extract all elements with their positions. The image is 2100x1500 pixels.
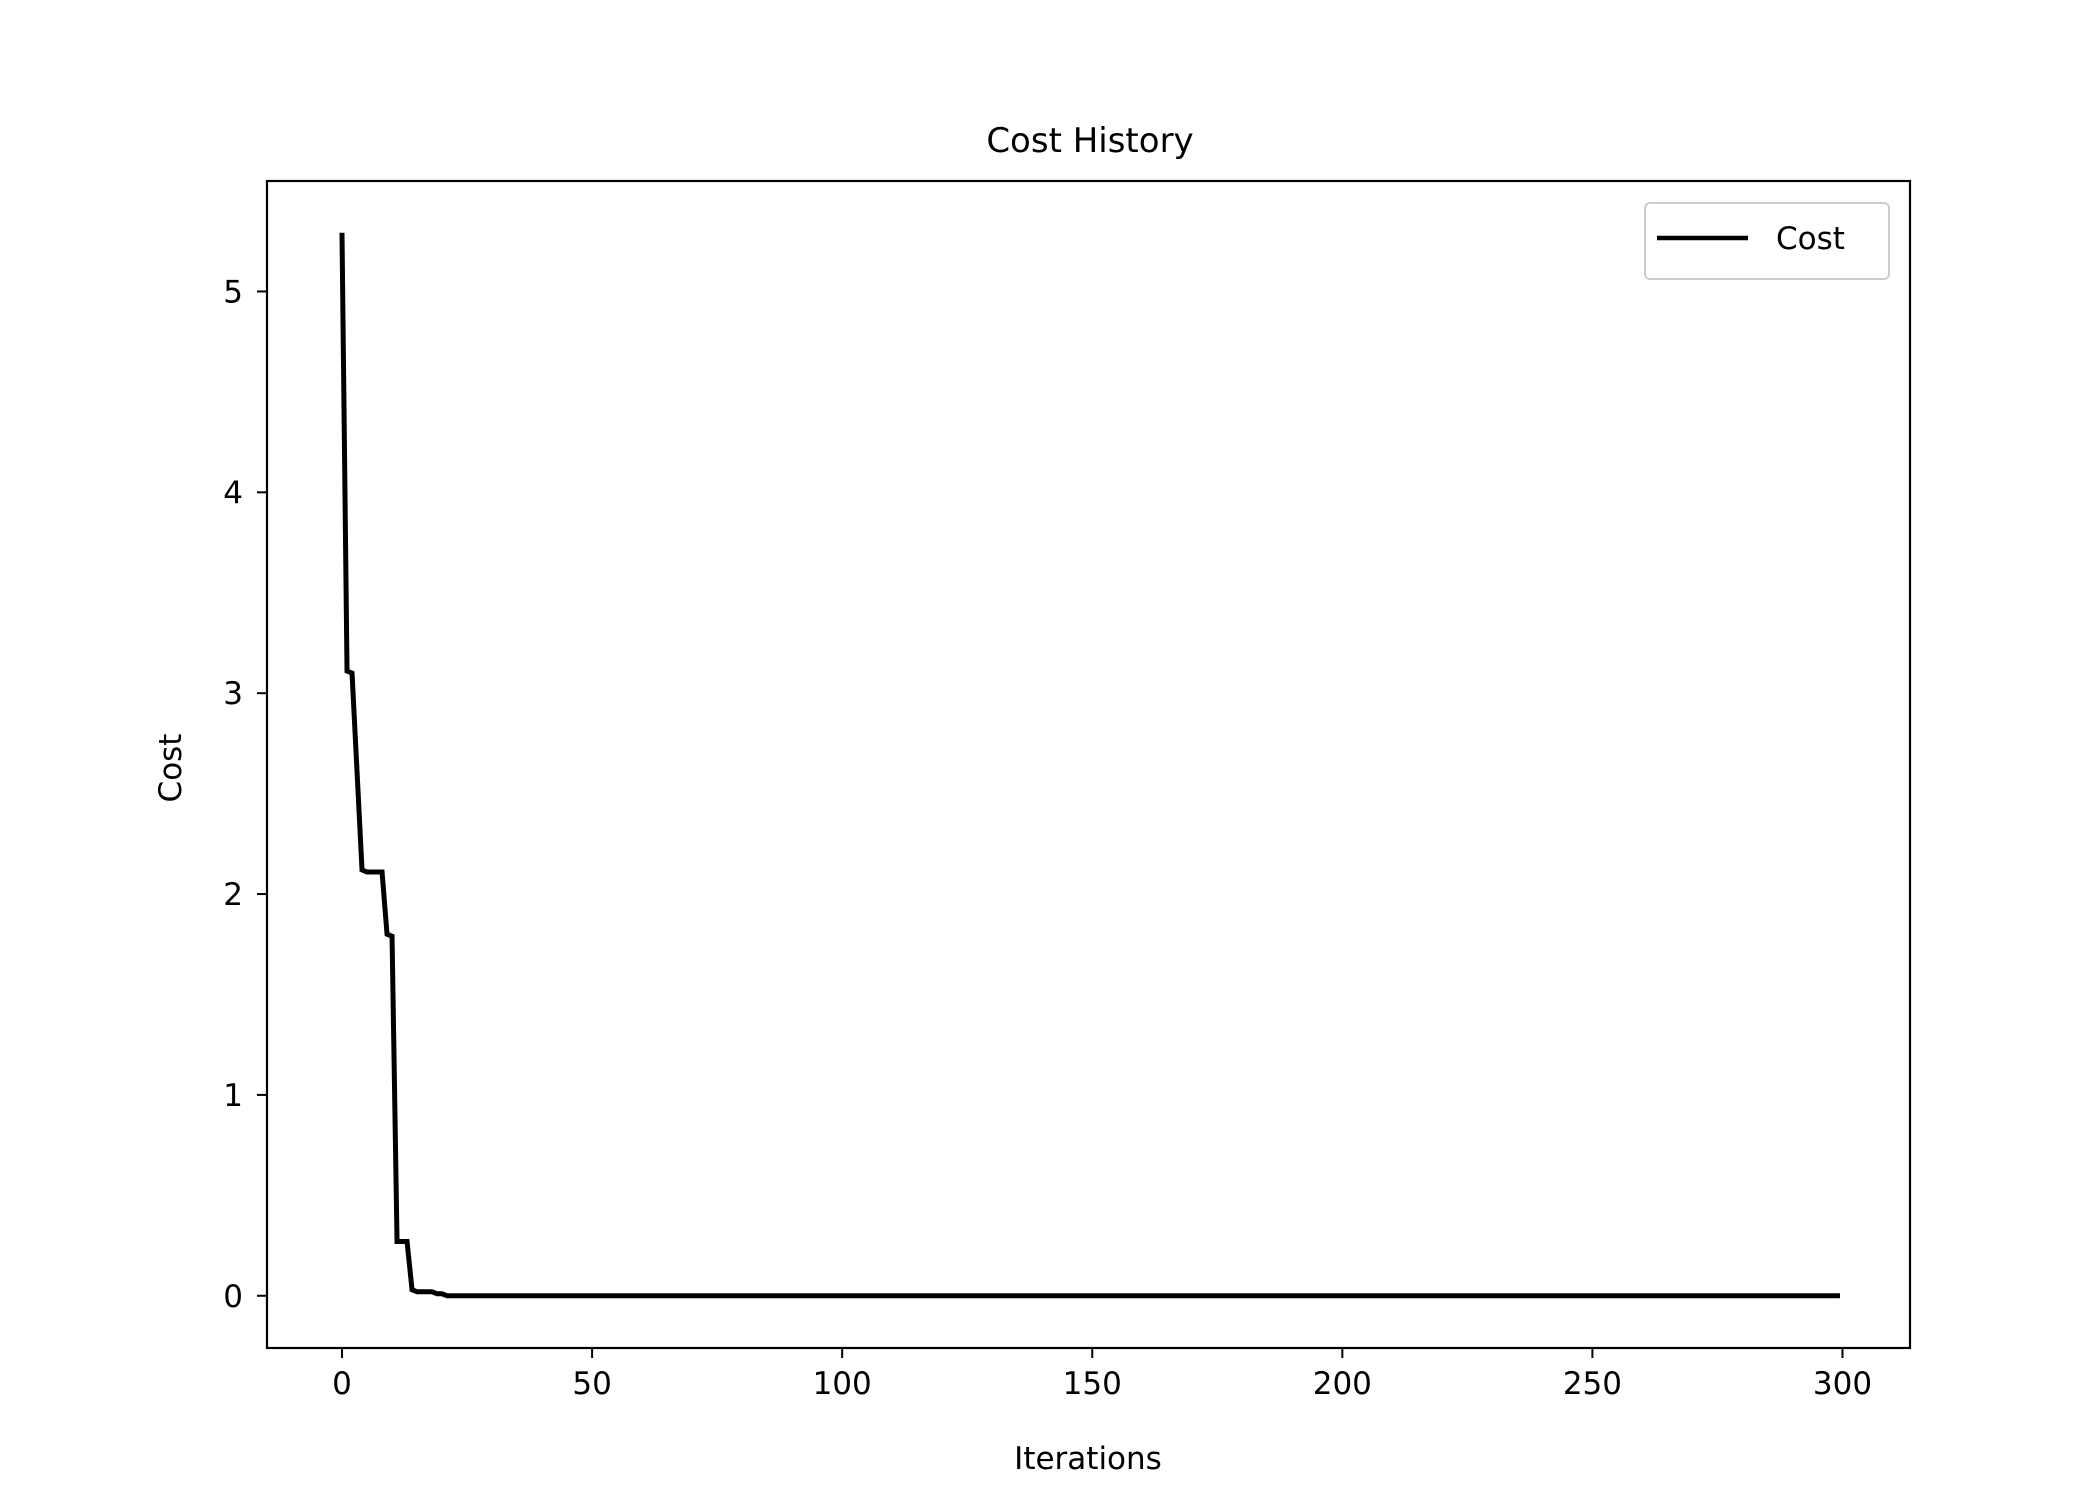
series-line-cost bbox=[339, 232, 1840, 1299]
y-tick-label: 5 bbox=[223, 274, 243, 310]
x-tick-label: 100 bbox=[813, 1366, 872, 1402]
x-tick-label: 50 bbox=[572, 1366, 611, 1402]
y-tick-label: 0 bbox=[223, 1279, 243, 1315]
series-layer bbox=[339, 232, 1840, 1299]
y-tick-label: 3 bbox=[223, 676, 243, 712]
y-tick-label: 1 bbox=[223, 1078, 243, 1114]
x-tick-label: 250 bbox=[1563, 1366, 1622, 1402]
x-axis-label: Iterations bbox=[1014, 1441, 1162, 1477]
x-tick-label: 300 bbox=[1813, 1366, 1872, 1402]
legend-label-cost: Cost bbox=[1776, 221, 1845, 257]
y-axis: 0 1 2 3 4 5 bbox=[223, 274, 267, 1315]
chart-title: Cost History bbox=[986, 121, 1193, 161]
legend-box bbox=[1644, 202, 1890, 280]
y-tick-label: 4 bbox=[223, 475, 243, 511]
y-tick-label: 2 bbox=[223, 877, 243, 913]
x-tick-label: 150 bbox=[1063, 1366, 1122, 1402]
plot-area bbox=[265, 179, 1912, 1350]
x-tick-label: 0 bbox=[332, 1366, 352, 1402]
y-axis-label: Cost bbox=[153, 734, 189, 803]
legend: Cost bbox=[1644, 202, 1890, 280]
x-axis: 0 50 100 150 200 250 300 bbox=[332, 1348, 1872, 1402]
x-tick-label: 200 bbox=[1313, 1366, 1372, 1402]
